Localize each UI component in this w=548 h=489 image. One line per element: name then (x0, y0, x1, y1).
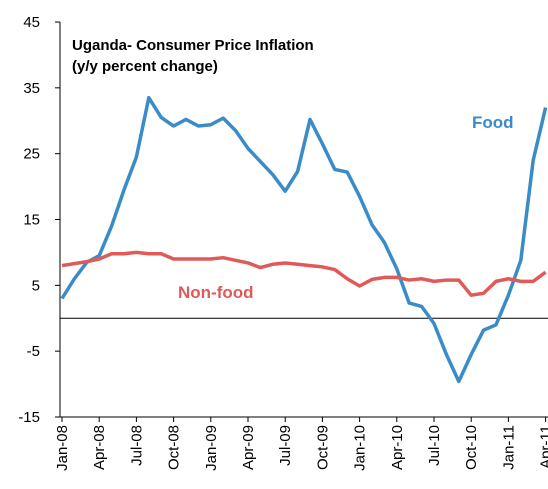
y-tick-label: -5 (27, 343, 40, 360)
x-tick-label: Jan-08 (54, 425, 71, 471)
x-tick-label: Jul-09 (277, 425, 294, 466)
x-tick-label: Jan-09 (203, 425, 220, 471)
chart-title: Uganda- Consumer Price Inflation (72, 37, 314, 54)
series-line (60, 95, 548, 384)
x-tick-label: Oct-10 (463, 425, 480, 470)
series-line (61, 250, 547, 297)
chart-subtitle: (y/y percent change) (72, 58, 218, 75)
x-tick-label: Apr-11 (538, 425, 548, 469)
y-tick-label: -15 (18, 409, 40, 426)
x-tick-label: Oct-08 (166, 425, 183, 470)
y-tick-label: 35 (23, 80, 40, 97)
y-tick-label: 45 (23, 14, 40, 31)
x-tick-label: Jan-11 (500, 425, 517, 470)
x-tick-label: Oct-09 (314, 425, 331, 470)
y-tick-label: 25 (23, 146, 40, 163)
x-tick-label: Apr-10 (389, 425, 406, 470)
x-tick-label: Jul-08 (128, 425, 145, 466)
series-label: Non-food (178, 283, 254, 302)
x-tick-label: Apr-09 (240, 425, 257, 470)
y-tick-label: 5 (32, 277, 40, 294)
x-tick-label: Jul-10 (426, 425, 443, 466)
y-tick-label: 15 (23, 212, 40, 229)
series-label: Food (472, 113, 514, 132)
x-tick-label: Jan-10 (352, 425, 369, 471)
x-tick-label: Apr-08 (91, 425, 108, 470)
